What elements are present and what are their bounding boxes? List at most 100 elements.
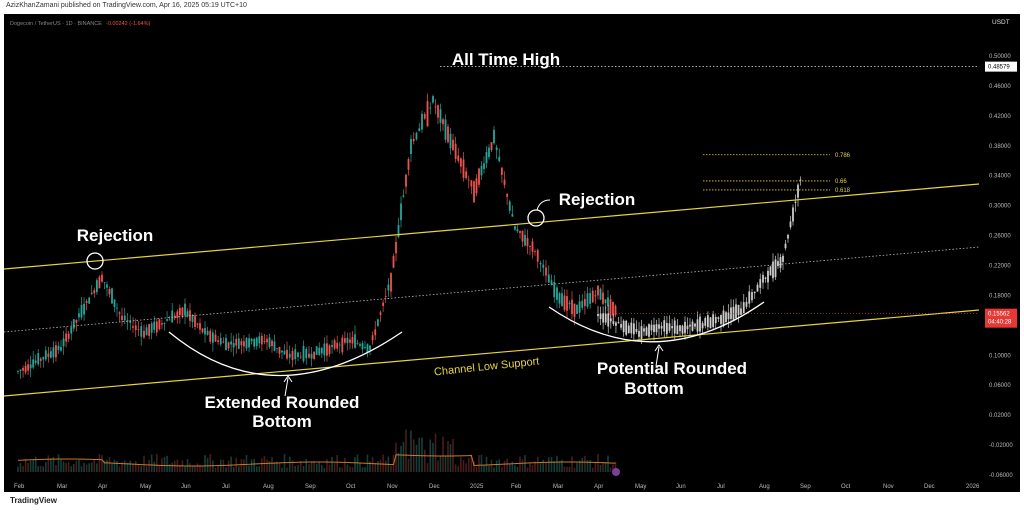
candle [457, 156, 459, 161]
volume-bar [344, 458, 346, 472]
volume-bar [286, 468, 288, 472]
volume-bar [354, 457, 356, 472]
candle [70, 327, 72, 334]
volume-bar [243, 459, 245, 472]
candle [116, 308, 118, 309]
candle [305, 349, 307, 358]
candle [182, 308, 184, 317]
volume-bar [398, 453, 400, 472]
x-tick-label: May [140, 484, 151, 490]
fib-level-label: 0.786 [835, 153, 851, 159]
candle [329, 345, 331, 354]
candle [442, 119, 444, 124]
volume-bar [65, 463, 67, 472]
candle [184, 304, 186, 316]
volume-bar [202, 466, 204, 472]
candle [460, 158, 462, 166]
candle [114, 299, 116, 306]
volume-bar [70, 466, 72, 472]
volume-bar [491, 460, 493, 472]
candle [398, 225, 400, 237]
settings-icon[interactable] [612, 468, 620, 476]
volume-bar [372, 457, 374, 472]
candle [88, 298, 90, 304]
candle [111, 288, 113, 303]
candle [176, 311, 178, 317]
candle [230, 341, 232, 344]
volume-bar [111, 464, 113, 472]
candle [410, 139, 412, 154]
candle [222, 342, 224, 343]
price-chart[interactable]: USDT0.500000.460000.420000.380000.340000… [4, 14, 1020, 492]
volume-bar [597, 454, 599, 472]
candle [625, 321, 627, 335]
x-tick-label: Jun [181, 484, 191, 490]
candle [286, 350, 288, 359]
volume-bar [94, 460, 96, 472]
candle [240, 341, 242, 345]
volume-bar [153, 462, 155, 472]
candle [785, 244, 787, 249]
candle [138, 329, 140, 330]
candle [161, 323, 163, 324]
candle [759, 279, 761, 288]
candle [135, 325, 137, 330]
candle [689, 325, 691, 327]
candle [483, 163, 485, 169]
chart-frame[interactable]: USDT0.500000.460000.420000.380000.340000… [4, 14, 1020, 492]
candle [405, 175, 407, 187]
volume-bar [339, 467, 341, 472]
candle [158, 319, 160, 329]
volume-bar [442, 437, 444, 472]
candle [725, 312, 727, 322]
candle [529, 246, 531, 247]
candle [748, 291, 750, 303]
candle [390, 273, 392, 291]
rejection-circle-2 [528, 210, 544, 226]
candle [75, 320, 77, 323]
candle [235, 339, 237, 346]
volume-bar [32, 460, 34, 472]
volume-bar [189, 463, 191, 472]
volume-bar [460, 457, 462, 472]
current-price-label: 0.15562 [988, 312, 1010, 318]
volume-bar [45, 462, 47, 472]
volume-bar [342, 468, 344, 472]
volume-bar [326, 459, 328, 472]
volume-bar [529, 463, 531, 472]
candle [775, 260, 777, 278]
candle [408, 159, 410, 170]
candle [602, 313, 604, 322]
x-tick-label: Mar [57, 484, 67, 490]
volume-bar [207, 458, 209, 472]
candle [787, 235, 789, 239]
volume-bar [114, 460, 116, 472]
candle [638, 331, 640, 337]
volume-bar [230, 457, 232, 472]
candle [326, 343, 328, 355]
candle [790, 221, 792, 227]
volume-bar [435, 434, 437, 472]
tradingview-brand[interactable]: TradingView [10, 496, 57, 505]
volume-bar [311, 462, 313, 472]
candle [171, 311, 173, 323]
candle [476, 178, 478, 193]
volume-bar [184, 467, 186, 472]
volume-bar [48, 455, 50, 472]
candle [754, 292, 756, 293]
candle [50, 351, 52, 357]
candle [519, 231, 521, 233]
candle [646, 327, 648, 335]
candle [592, 291, 594, 303]
volume-bar [171, 463, 173, 472]
candle [400, 204, 402, 221]
volume-bar [129, 461, 131, 472]
volume-bar [364, 467, 366, 472]
y-tick-label: 0.18000 [989, 293, 1011, 299]
candle [30, 364, 32, 368]
volume-bar [369, 461, 371, 472]
x-tick-label: Mar [553, 484, 563, 490]
x-tick-label: Apr [98, 484, 107, 490]
volume-bar [138, 464, 140, 472]
candle [393, 256, 395, 268]
